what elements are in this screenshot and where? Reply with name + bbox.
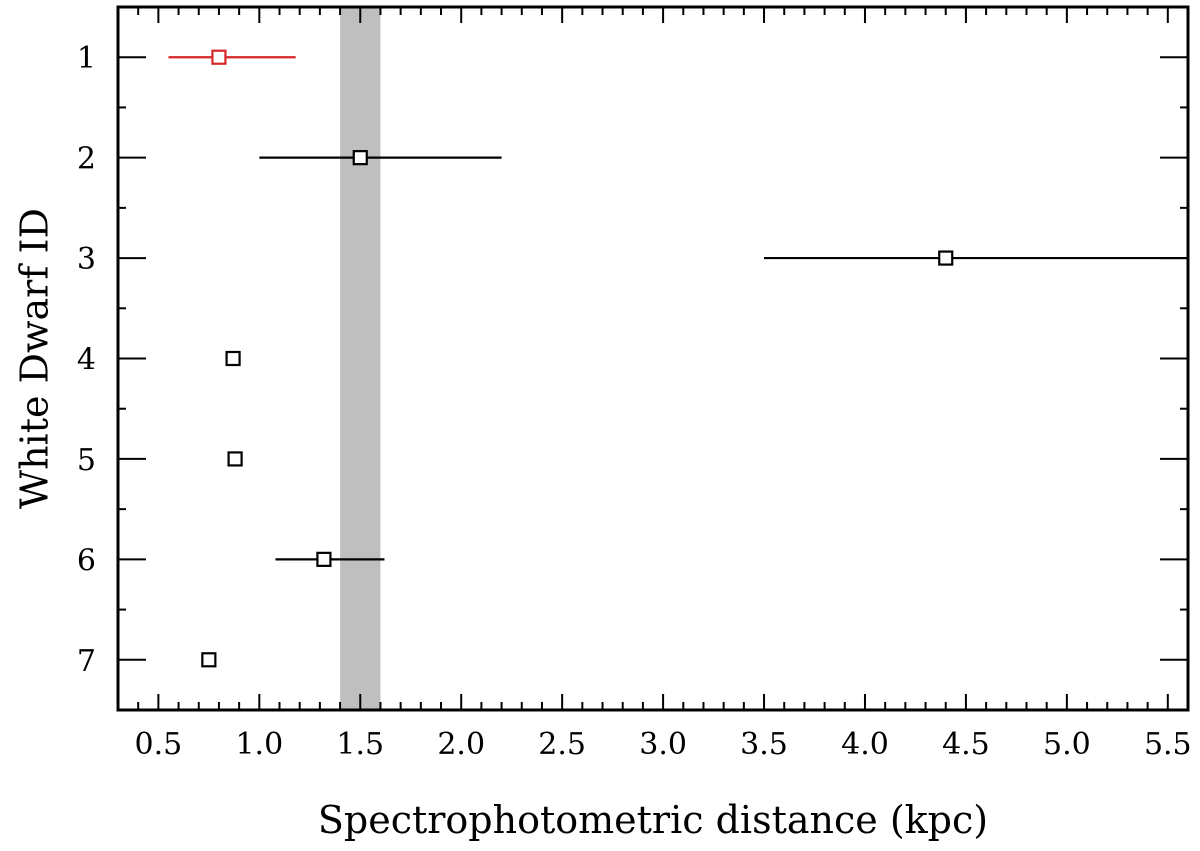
x-tick-label: 1.5 (336, 727, 384, 762)
data-point-marker (227, 451, 243, 467)
shaded-band (340, 7, 381, 710)
x-tick-label: 1.0 (235, 727, 283, 762)
plot-frame (116, 5, 1190, 712)
tick-layer: 0.5 1.0 1.5 2.0 2.5 3.0 3.5 4.0 4.5 5.0 5.5 1 2 3 4 5 6 7 (77, 7, 1192, 762)
y-tick-label: 6 (77, 543, 96, 578)
shaded-band-layer (340, 7, 381, 710)
y-tick-label: 1 (77, 41, 96, 76)
x-axis-title: Spectrophotometric distance (kpc) (318, 798, 988, 842)
y-tick-label: 3 (77, 242, 96, 277)
y-tick-label: 4 (77, 343, 96, 378)
y-tick-label: 7 (77, 644, 96, 679)
data-point-marker (938, 250, 954, 266)
x-tick-label: 0.5 (135, 727, 183, 762)
data-point-marker (225, 350, 241, 367)
x-tick-label: 4.5 (942, 727, 990, 762)
y-axis-title: White Dwarf ID (13, 208, 57, 509)
y-tick-label: 5 (77, 443, 96, 478)
x-tick-label: 2.0 (437, 727, 485, 762)
x-tick-label: 3.5 (740, 727, 788, 762)
error-bar-layer (168, 56, 1188, 561)
data-point-marker (316, 551, 332, 567)
x-tick-label: 2.5 (538, 727, 586, 762)
x-tick-label: 4.0 (841, 727, 889, 762)
marker-layer (201, 49, 954, 668)
x-tick-label: 5.5 (1144, 727, 1192, 762)
x-tick-label: 5.0 (1043, 727, 1091, 762)
data-point-marker (201, 652, 217, 668)
y-tick-label: 2 (77, 142, 96, 177)
x-tick-label: 3.0 (639, 727, 687, 762)
data-point-marker (211, 49, 227, 65)
data-point-marker (352, 150, 368, 166)
